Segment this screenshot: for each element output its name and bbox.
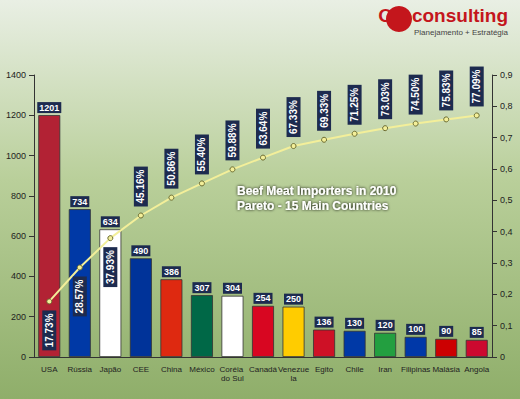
svg-text:1000: 1000 (6, 151, 26, 161)
svg-text:Planejamento + Estratégia: Planejamento + Estratégia (414, 28, 509, 37)
svg-text:73.03%: 73.03% (380, 82, 391, 116)
svg-text:1201: 1201 (39, 103, 59, 113)
svg-text:USA: USA (41, 365, 58, 374)
svg-text:85: 85 (472, 327, 482, 337)
svg-text:0,1: 0,1 (500, 321, 513, 331)
svg-text:0,9: 0,9 (500, 70, 513, 80)
svg-text:17.73%: 17.73% (44, 313, 55, 347)
svg-text:490: 490 (133, 246, 148, 256)
svg-text:Filipinas: Filipinas (401, 365, 430, 374)
svg-text:75.83%: 75.83% (441, 73, 452, 107)
svg-text:Venezue: Venezue (278, 365, 310, 374)
svg-text:0,3: 0,3 (500, 258, 513, 268)
svg-text:634: 634 (103, 217, 118, 227)
svg-text:136: 136 (317, 317, 332, 327)
svg-text:55.40%: 55.40% (196, 137, 207, 171)
svg-text:Chile: Chile (345, 365, 364, 374)
svg-text:63.64%: 63.64% (258, 112, 269, 146)
svg-text:71.25%: 71.25% (349, 88, 360, 122)
svg-text:1200: 1200 (6, 110, 26, 120)
svg-text:800: 800 (11, 191, 26, 201)
svg-text:0,7: 0,7 (500, 133, 513, 143)
svg-text:45.16%: 45.16% (135, 169, 146, 203)
svg-text:Pareto - 15 Main Countries: Pareto - 15 Main Countries (237, 199, 389, 213)
svg-text:Egito: Egito (315, 365, 334, 374)
svg-text:la: la (290, 374, 297, 383)
svg-text:0: 0 (21, 352, 26, 362)
svg-text:0,2: 0,2 (500, 289, 513, 299)
svg-text:59.88%: 59.88% (227, 123, 238, 157)
svg-text:67.33%: 67.33% (288, 100, 299, 134)
svg-text:0: 0 (500, 352, 505, 362)
svg-text:Malásia: Malásia (432, 365, 460, 374)
svg-text:Japão: Japão (99, 365, 121, 374)
svg-text:0,6: 0,6 (500, 164, 513, 174)
svg-text:0,5: 0,5 (500, 195, 513, 205)
svg-text:600: 600 (11, 231, 26, 241)
svg-text:50.86%: 50.86% (166, 152, 177, 186)
svg-text:37.93%: 37.93% (105, 250, 116, 284)
svg-text:28.57%: 28.57% (74, 279, 85, 313)
svg-text:Angola: Angola (464, 365, 489, 374)
svg-text:do Sul: do Sul (221, 374, 244, 383)
svg-text:Beef Meat Importers in 2010: Beef Meat Importers in 2010 (237, 184, 397, 198)
svg-text:74.50%: 74.50% (410, 78, 421, 112)
svg-text:254: 254 (255, 293, 270, 303)
svg-text:200: 200 (11, 312, 26, 322)
svg-text:México: México (189, 365, 215, 374)
svg-text:OD consulting: OD consulting (378, 5, 508, 26)
svg-text:0,8: 0,8 (500, 101, 513, 111)
svg-text:Rússia: Rússia (68, 365, 93, 374)
svg-text:304: 304 (225, 283, 240, 293)
svg-text:77.09%: 77.09% (471, 69, 482, 103)
svg-text:Canadá: Canadá (249, 365, 278, 374)
svg-text:69.33%: 69.33% (319, 94, 330, 128)
svg-text:120: 120 (378, 320, 393, 330)
svg-text:CEE: CEE (133, 365, 149, 374)
svg-text:307: 307 (194, 283, 209, 293)
svg-text:1400: 1400 (6, 70, 26, 80)
svg-text:China: China (161, 365, 182, 374)
svg-text:400: 400 (11, 271, 26, 281)
svg-text:Iran: Iran (378, 365, 392, 374)
svg-text:90: 90 (441, 326, 451, 336)
svg-text:386: 386 (164, 267, 179, 277)
svg-text:0,4: 0,4 (500, 227, 513, 237)
svg-text:130: 130 (347, 318, 362, 328)
svg-text:100: 100 (408, 324, 423, 334)
svg-text:250: 250 (286, 294, 301, 304)
svg-text:734: 734 (72, 197, 87, 207)
svg-text:Coréia: Coréia (220, 365, 246, 374)
